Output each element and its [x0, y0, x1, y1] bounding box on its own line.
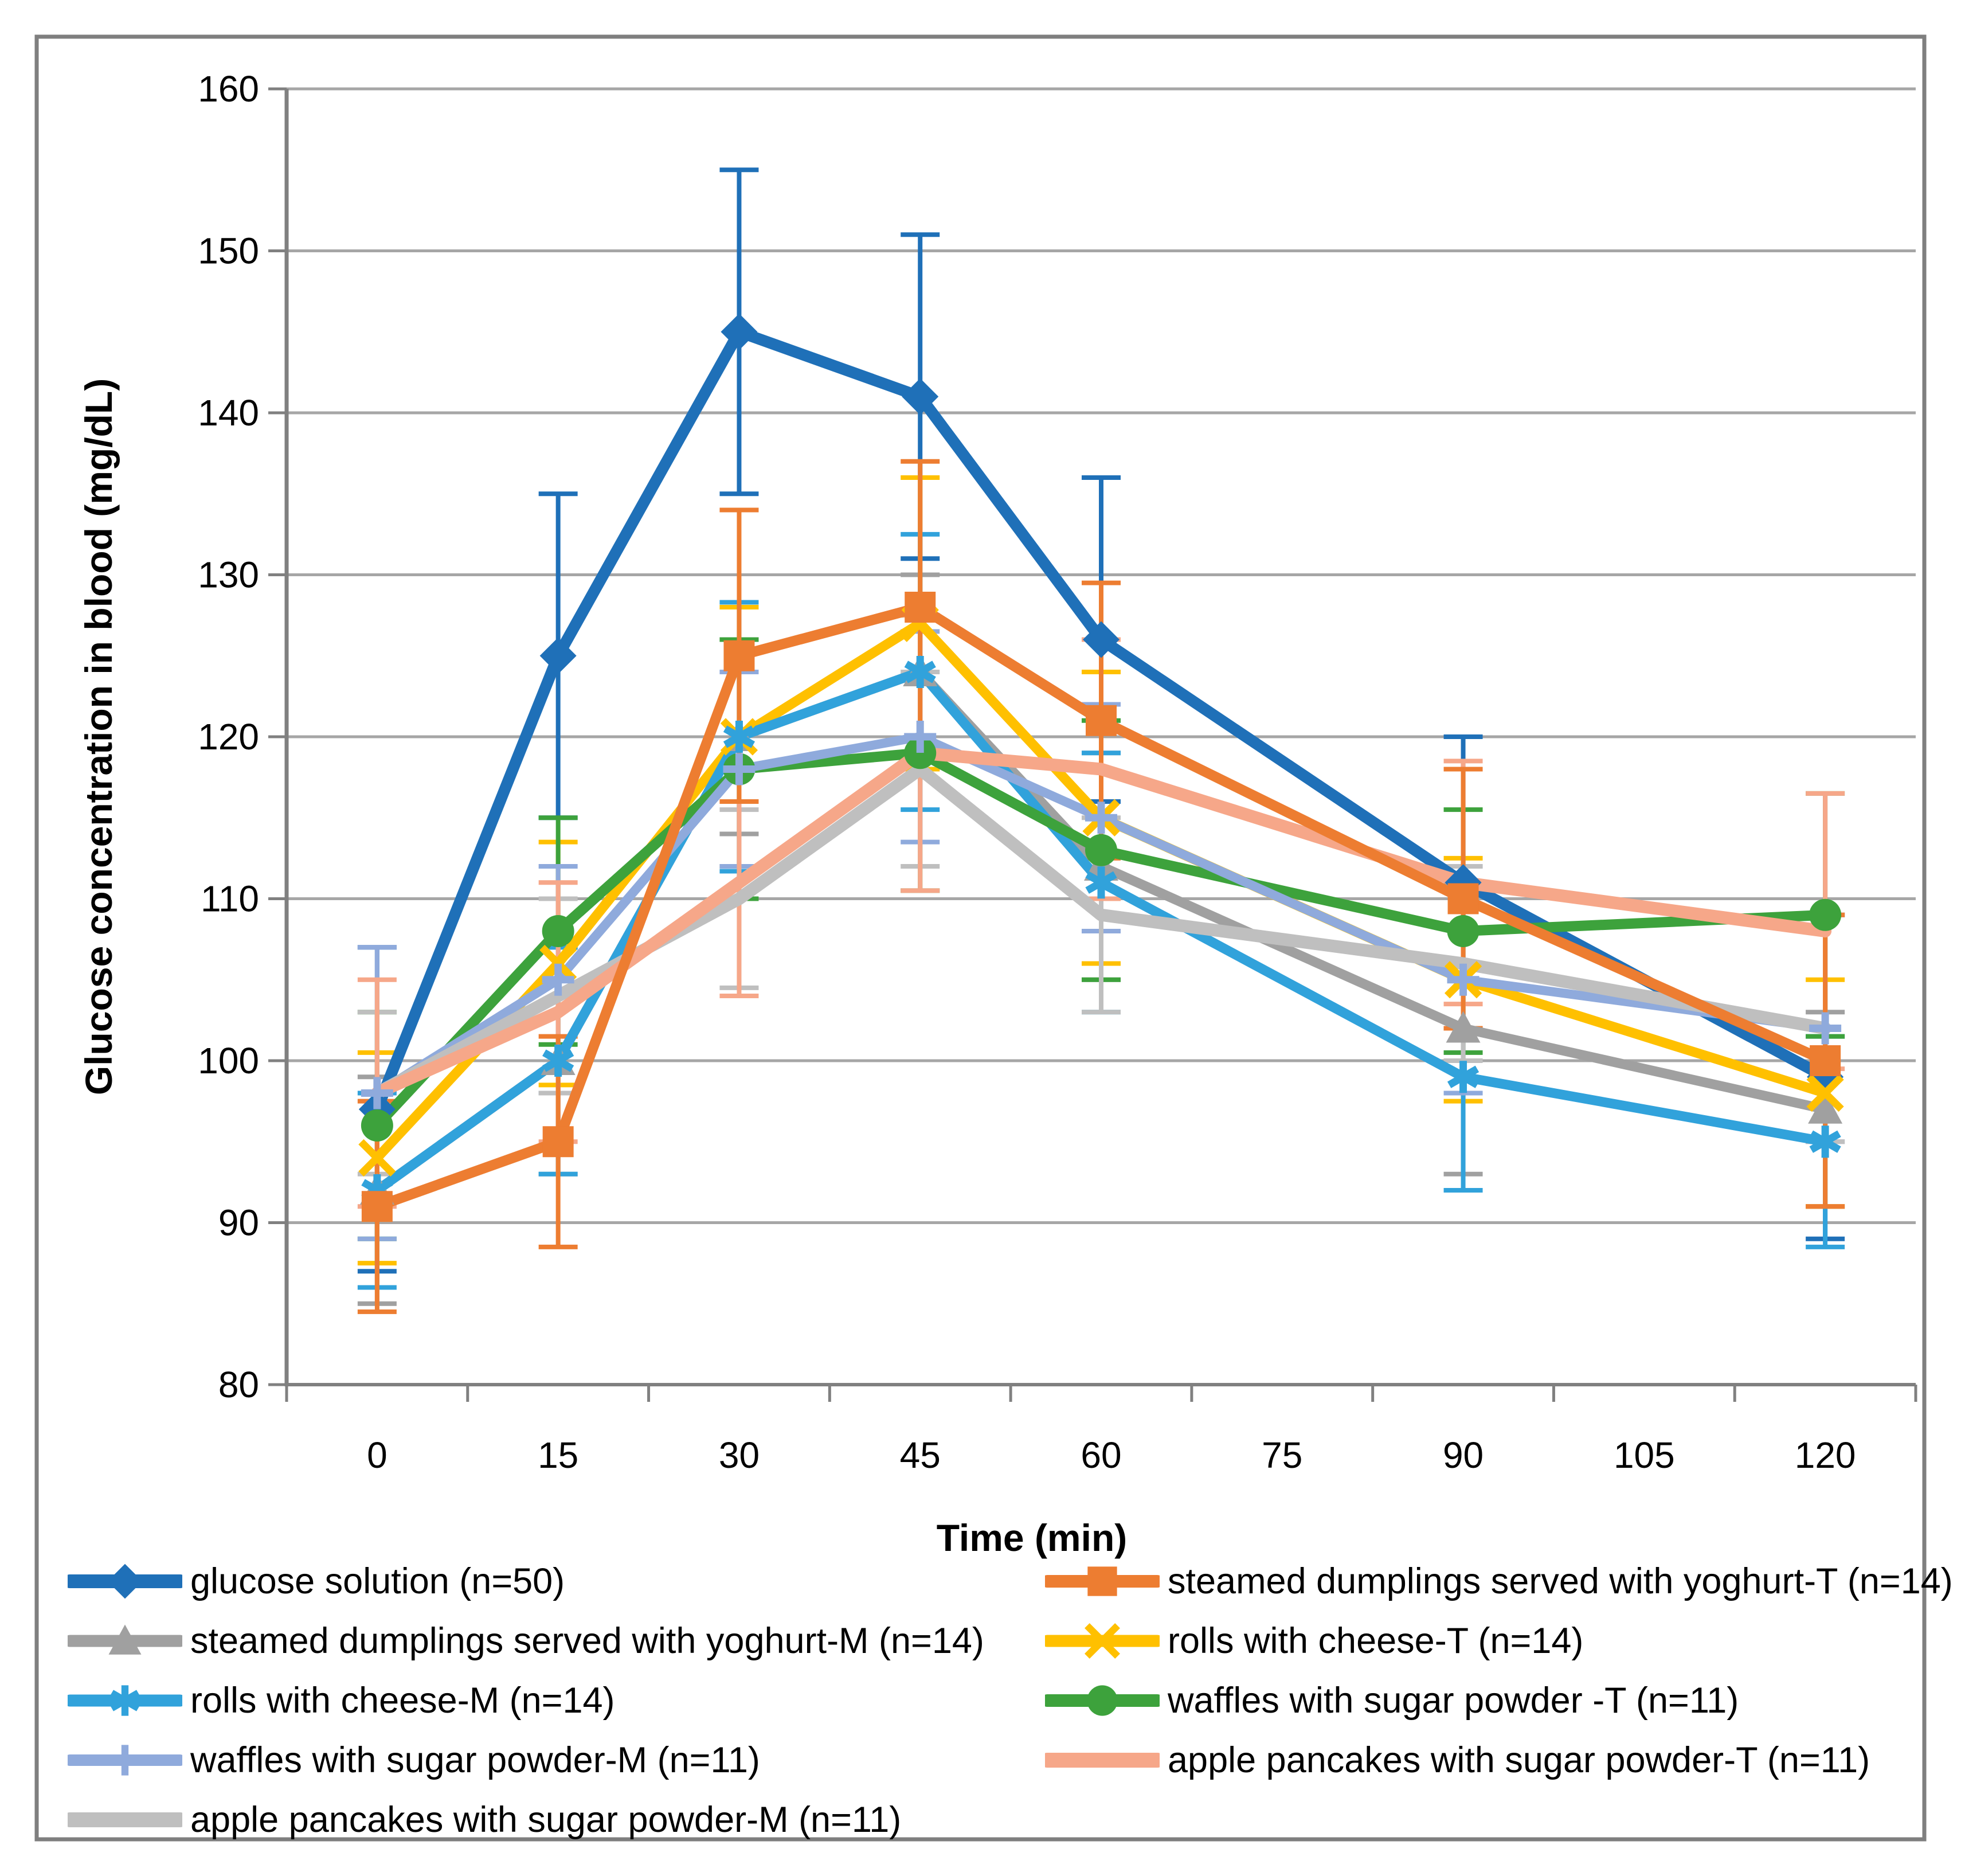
legend-label: rolls with cheese-T (n=14) [1168, 1621, 1584, 1661]
series-line-8 [370, 763, 1832, 1100]
legend-item-steamed-dumplings-t: steamed dumplings served with yoghurt-T … [1045, 1551, 1953, 1611]
circle-marker [1809, 898, 1842, 931]
legend-swatch-apple-pancakes-t [1045, 1753, 1160, 1768]
legend-swatch-steamed-dumplings-t [1045, 1566, 1160, 1596]
legend-item-waffles-t: waffles with sugar powder -T (n=11) [1045, 1671, 1953, 1730]
legend-label: waffles with sugar powder-M (n=11) [190, 1740, 760, 1780]
legend-label: steamed dumplings served with yoghurt-T … [1168, 1561, 1953, 1601]
legend-swatch-rolls-with-cheese-m [68, 1685, 182, 1716]
chart-legend: glucose solution (n=50) steamed dumpling… [68, 1551, 1953, 1850]
legend-label: steamed dumplings served with yoghurt-M … [190, 1621, 984, 1661]
y-tick-label: 140 [198, 392, 259, 433]
legend-swatch-rolls-with-cheese-t [1045, 1623, 1160, 1659]
diamond-marker [902, 378, 939, 415]
circle-marker [1085, 834, 1117, 866]
triangle-marker [108, 1624, 142, 1655]
circle-marker [361, 1109, 393, 1142]
y-tick-label: 130 [198, 554, 259, 596]
legend-label: rolls with cheese-M (n=14) [190, 1680, 615, 1721]
x-marker [1806, 1074, 1844, 1112]
y-tick-label: 110 [201, 878, 259, 920]
legend-label: glucose solution (n=50) [190, 1561, 565, 1601]
y-axis-title: Glucose concentration in blood (mg/dL) [77, 378, 120, 1095]
x-marker [539, 944, 577, 983]
x-tick-label: 120 [1795, 1435, 1856, 1476]
legend-swatch-waffles-m [68, 1745, 182, 1776]
asterisk-marker [1447, 1065, 1479, 1088]
square-marker [1087, 1566, 1117, 1596]
asterisk-marker [904, 660, 936, 683]
y-tick-label: 120 [198, 716, 259, 757]
circle-marker [542, 915, 574, 947]
square-marker [723, 640, 755, 671]
legend-item-steamed-dumplings-m: steamed dumplings served with yoghurt-M … [68, 1611, 1045, 1671]
legend-item-rolls-with-cheese-t: rolls with cheese-T (n=14) [1045, 1611, 1953, 1671]
triangle-marker [1446, 1011, 1481, 1043]
diamond-marker [1083, 621, 1120, 658]
square-marker [1810, 1045, 1841, 1076]
diamond-marker [721, 313, 758, 350]
asterisk-marker [109, 1690, 140, 1711]
square-marker [1447, 883, 1479, 914]
x-tick-label: 90 [1443, 1435, 1484, 1476]
asterisk-marker [723, 725, 756, 748]
x-tick-label: 60 [1081, 1435, 1121, 1476]
legend-item-apple-pancakes-m: apple pancakes with sugar powder-M (n=11… [68, 1790, 1045, 1850]
square-marker [361, 1191, 393, 1222]
x-tick-label: 75 [1262, 1435, 1302, 1476]
square-marker [542, 1126, 574, 1158]
legend-swatch-glucose-solution [68, 1564, 182, 1599]
circle-marker [1087, 1685, 1118, 1716]
square-marker [905, 592, 936, 623]
asterisk-marker [1809, 1130, 1841, 1153]
x-tick-label: 30 [719, 1435, 760, 1476]
legend-swatch-apple-pancakes-m [68, 1812, 182, 1827]
square-marker [1086, 705, 1117, 736]
diamond-marker [539, 637, 577, 674]
x-tick-label: 105 [1614, 1435, 1675, 1476]
x-tick-label: 45 [900, 1435, 941, 1476]
legend-label: waffles with sugar powder -T (n=11) [1168, 1680, 1739, 1721]
asterisk-marker [1085, 871, 1117, 894]
x-tick-label: 15 [538, 1435, 578, 1476]
y-tick-label: 150 [198, 230, 259, 272]
legend-label: apple pancakes with sugar powder-T (n=11… [1168, 1740, 1870, 1780]
circle-marker [904, 737, 937, 769]
legend-item-waffles-m: waffles with sugar powder-M (n=11) [68, 1730, 1045, 1790]
legend-item-apple-pancakes-t: apple pancakes with sugar powder-T (n=11… [1045, 1730, 1953, 1790]
x-tick-label: 0 [367, 1435, 387, 1476]
legend-item-rolls-with-cheese-m: rolls with cheese-M (n=14) [68, 1671, 1045, 1730]
asterisk-marker [542, 1049, 574, 1072]
figure-border [34, 34, 1927, 1842]
legend-swatch-steamed-dumplings-m [68, 1624, 182, 1655]
legend-label: apple pancakes with sugar powder-M (n=11… [190, 1800, 902, 1840]
x-axis-title: Time (min) [937, 1517, 1127, 1559]
triangle-marker [1808, 1092, 1843, 1124]
y-tick-label: 90 [218, 1202, 259, 1244]
legend-item-glucose-solution: glucose solution (n=50) [68, 1551, 1045, 1611]
x-marker [358, 1139, 396, 1177]
y-tick-label: 100 [198, 1040, 259, 1081]
y-tick-label: 160 [198, 68, 259, 110]
circle-marker [1447, 915, 1479, 947]
diamond-marker [107, 1564, 143, 1599]
legend-swatch-waffles-t [1045, 1685, 1160, 1716]
y-tick-label: 80 [218, 1364, 259, 1405]
x-marker [1085, 1623, 1120, 1659]
